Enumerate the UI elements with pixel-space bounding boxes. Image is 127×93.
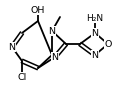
- Text: N: N: [91, 28, 99, 37]
- Text: H₂N: H₂N: [86, 13, 104, 23]
- Text: N: N: [49, 27, 55, 36]
- Text: N: N: [91, 50, 99, 60]
- Text: O: O: [104, 40, 112, 49]
- Text: N: N: [9, 43, 15, 52]
- Text: OH: OH: [31, 5, 45, 15]
- Text: N: N: [52, 53, 59, 61]
- Text: Cl: Cl: [17, 73, 27, 81]
